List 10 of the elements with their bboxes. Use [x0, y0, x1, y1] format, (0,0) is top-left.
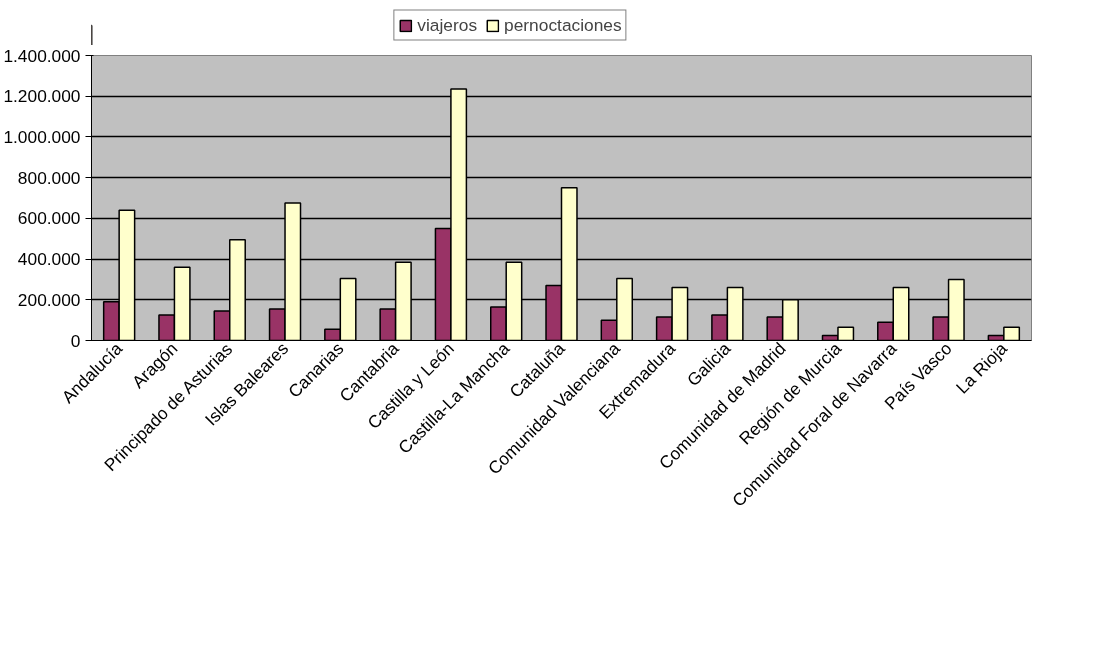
y-tick-label: 800.000 [17, 167, 81, 188]
y-tick-label: 0 [70, 330, 81, 351]
legend-label: pernoctaciones [504, 14, 622, 36]
legend-label: viajeros [417, 14, 478, 36]
y-tick-label: 200.000 [17, 289, 81, 310]
y-tick-label: 1.200.000 [3, 86, 81, 107]
y-tick-label: 1.000.000 [3, 126, 81, 147]
y-tick-label: 400.000 [17, 249, 81, 270]
y-tick-label: 600.000 [17, 208, 81, 229]
y-tick-label: 1.400.000 [3, 45, 81, 66]
